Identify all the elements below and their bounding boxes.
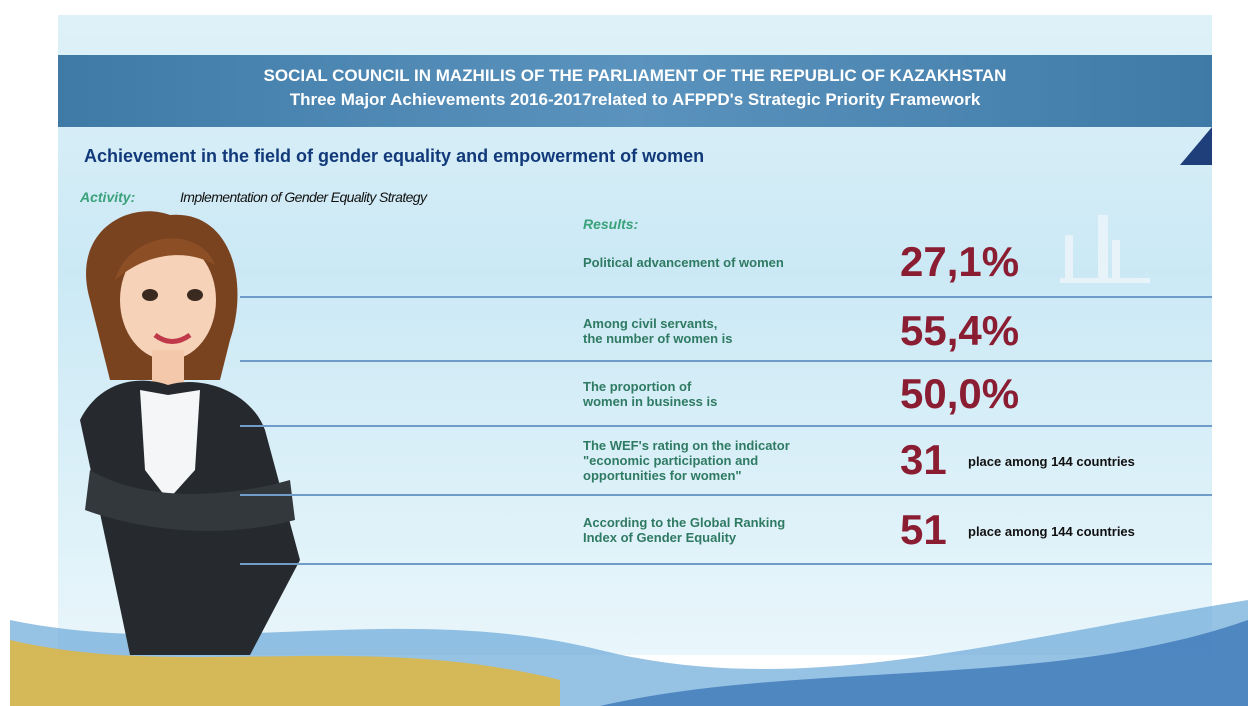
activity-text: Implementation of Gender Equality Strate… (180, 189, 427, 205)
header-title: SOCIAL COUNCIL IN MAZHILIS OF THE PARLIA… (263, 66, 1007, 85)
result-value: 51 (900, 506, 947, 553)
result-label: The proportion of women in business is (583, 379, 718, 409)
row-separator (240, 360, 1212, 362)
row-separator (240, 425, 1212, 427)
result-suffix: place among 144 countries (968, 454, 1135, 469)
header-band (58, 55, 1212, 127)
row-separator (240, 296, 1212, 298)
result-suffix: place among 144 countries (968, 524, 1135, 539)
result-value: 55,4% (900, 307, 1020, 354)
row-separator (240, 563, 1212, 565)
result-value: 50,0% (900, 370, 1020, 417)
header-subtitle: Three Major Achievements 2016-2017relate… (289, 90, 981, 109)
result-label: The WEF's rating on the indicator "econo… (583, 437, 790, 483)
result-label: Political advancement of women (583, 254, 784, 270)
result-label: Among civil servants, the number of wome… (583, 316, 733, 346)
activity-label: Activity: (80, 189, 136, 205)
results-label: Results: (583, 216, 639, 232)
result-label: According to the Global Ranking Index of… (583, 515, 786, 545)
result-value: 31 (900, 436, 947, 483)
section-title: Achievement in the field of gender equal… (84, 146, 705, 166)
row-separator (240, 494, 1212, 496)
result-value: 27,1% (900, 238, 1020, 285)
woman (80, 211, 300, 655)
